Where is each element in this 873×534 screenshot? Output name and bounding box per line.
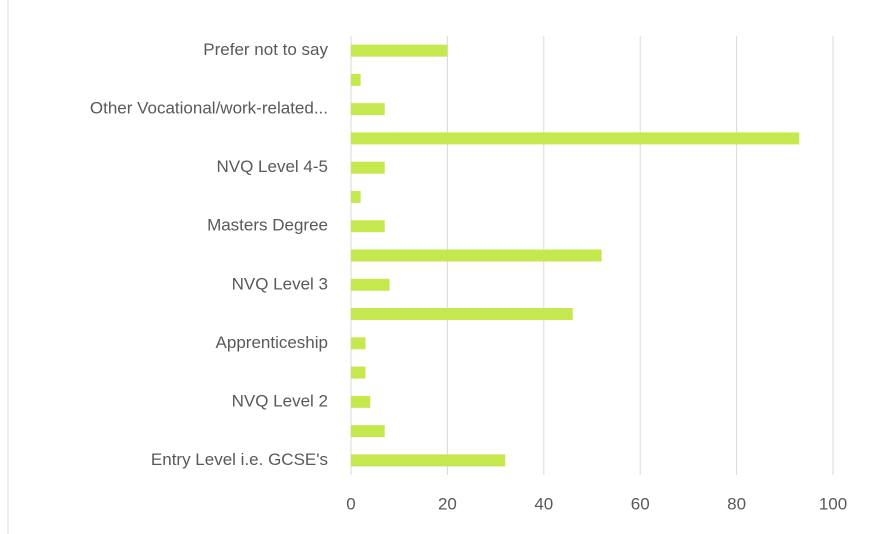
y-tick-label: Entry Level i.e. GCSE's xyxy=(151,450,328,469)
bar xyxy=(351,161,385,174)
x-tick-label: 80 xyxy=(727,494,746,513)
bar xyxy=(351,395,371,408)
bar xyxy=(351,249,602,262)
x-tick-label: 0 xyxy=(346,494,355,513)
bar xyxy=(351,278,390,291)
bar xyxy=(351,103,385,116)
x-tick-label: 100 xyxy=(819,494,847,513)
x-tick-label: 20 xyxy=(438,494,457,513)
bar xyxy=(351,220,385,233)
y-tick-label: NVQ Level 2 xyxy=(232,391,328,410)
bar xyxy=(351,132,800,145)
y-tick-label: NVQ Level 4-5 xyxy=(217,157,329,176)
y-tick-label: Other Vocational/work-related... xyxy=(90,99,328,118)
y-tick-label: Prefer not to say xyxy=(203,40,328,59)
y-tick-label: NVQ Level 3 xyxy=(232,274,328,293)
bar xyxy=(351,190,361,203)
bar xyxy=(351,73,361,86)
bar xyxy=(351,366,366,379)
chart-frame xyxy=(7,0,9,534)
bar xyxy=(351,425,385,438)
bar xyxy=(351,337,366,350)
x-tick-label: 60 xyxy=(631,494,650,513)
y-tick-label: Apprenticeship xyxy=(216,333,328,352)
y-tick-label: Masters Degree xyxy=(207,216,328,235)
bar xyxy=(351,44,448,57)
x-tick-label: 40 xyxy=(534,494,553,513)
bar xyxy=(351,308,573,321)
bar xyxy=(351,454,506,467)
